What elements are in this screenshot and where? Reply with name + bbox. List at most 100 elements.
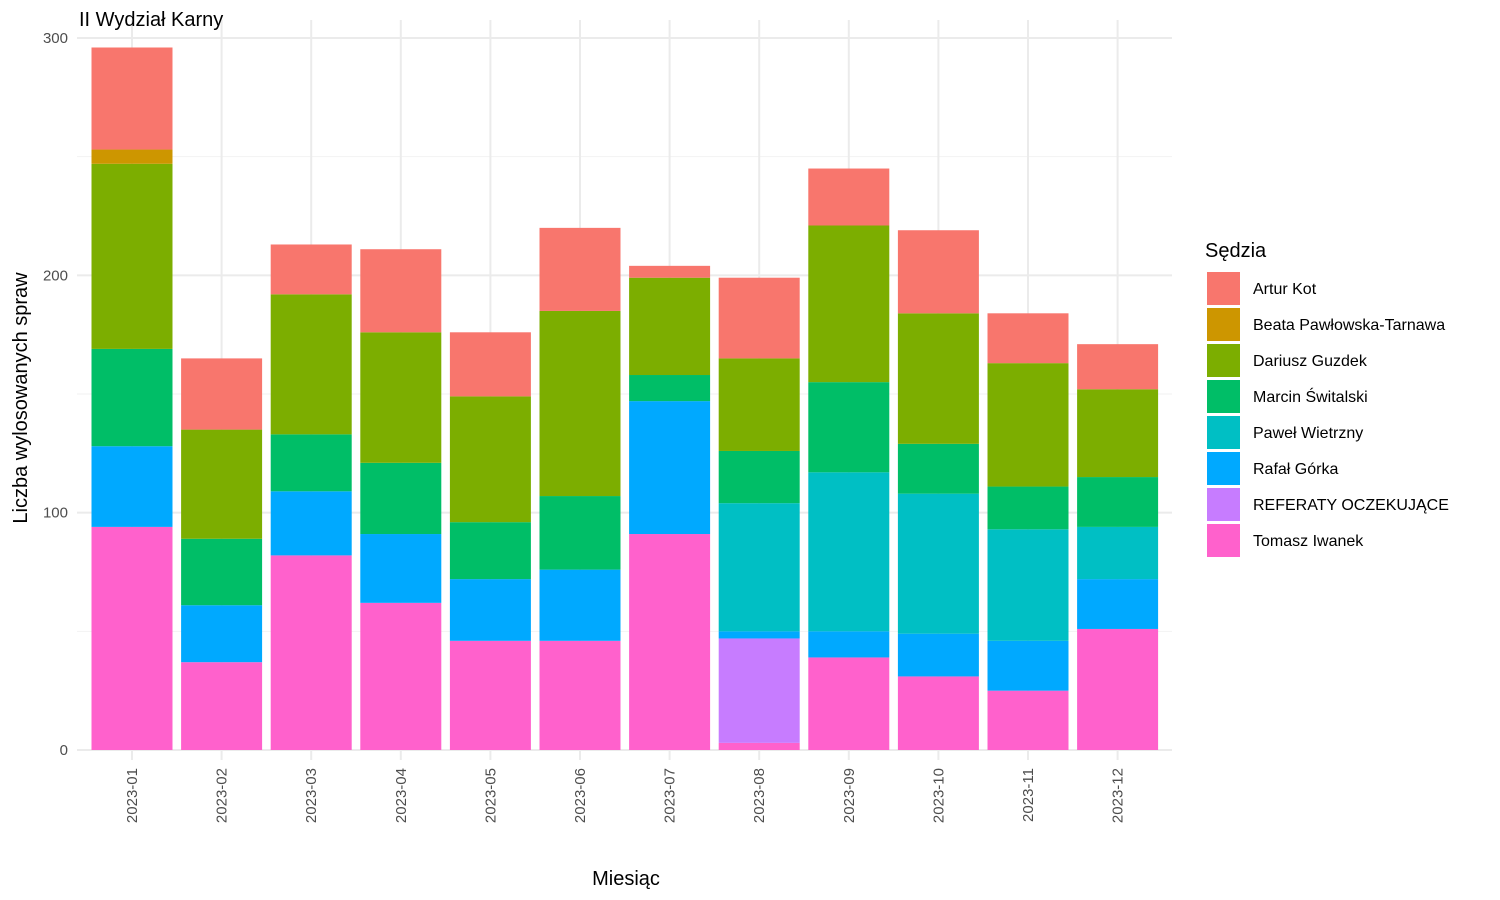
x-axis-ticks: 2023-01 2023-02 2023-03 2023-04 2023-05 2023-… [124, 768, 1127, 823]
bar-segment [181, 429, 263, 539]
legend-label: Dariusz Guzdek [1253, 353, 1368, 370]
bar-segment [270, 294, 352, 435]
bar-segment [987, 640, 1069, 691]
bar-segment [987, 529, 1069, 641]
legend-label: Rafał Górka [1253, 461, 1338, 478]
chart-title: II Wydział Karny [79, 9, 223, 31]
bar-segment [449, 579, 531, 641]
bar-segment [270, 434, 352, 492]
legend-label: Tomasz Iwanek [1253, 533, 1364, 550]
bar-segment [270, 555, 352, 750]
x-tick-label: 2023-01 [124, 768, 141, 823]
bar-segment [1077, 477, 1159, 527]
bar-segment [897, 313, 979, 444]
bar-segment [808, 382, 890, 473]
x-tick-label: 2023-06 [572, 768, 589, 823]
bar-segment [1077, 389, 1159, 478]
legend-swatch [1207, 524, 1240, 557]
y-tick-label: 200 [43, 267, 68, 284]
bar-segment [539, 569, 621, 641]
legend-swatch [1207, 488, 1240, 521]
x-tick-label: 2023-03 [303, 768, 320, 823]
bar-segment [897, 493, 979, 634]
x-tick-label: 2023-12 [1110, 768, 1127, 823]
bar-segment [91, 526, 173, 750]
y-axis-title: Liczba wylosowanych spraw [10, 272, 32, 524]
x-tick-label: 2023-10 [930, 768, 947, 823]
bar-segment [808, 168, 890, 226]
bar-segment [1077, 526, 1159, 580]
bar-segment [718, 631, 800, 639]
bar-segment [718, 503, 800, 632]
bar-segment [808, 225, 890, 383]
bar-segment [987, 486, 1069, 530]
x-tick-label: 2023-11 [1020, 768, 1037, 822]
bar-segment [360, 602, 442, 750]
bar-segment [449, 640, 531, 750]
bar-segment [718, 638, 800, 743]
bar-segment [987, 690, 1069, 750]
bar-segment [897, 633, 979, 677]
bar-segment [449, 396, 531, 523]
legend-label: REFERATY OCZEKUJĄCE [1253, 497, 1449, 514]
bar-segment [718, 450, 800, 504]
bar-segment [539, 496, 621, 570]
bar-segment [449, 522, 531, 580]
y-tick-label: 100 [43, 505, 68, 522]
bar-segment [629, 375, 711, 402]
legend-label: Marcin Świtalski [1253, 387, 1368, 406]
bar-segment [360, 462, 442, 535]
legend: Sędzia Artur Kot Beata Pawłowska-Tarnawa D… [1205, 240, 1449, 557]
bar-segment [808, 631, 890, 658]
x-axis-title: Miesiąc [592, 868, 660, 890]
legend-swatch [1207, 344, 1240, 377]
y-axis-ticks: 0 100 200 300 [43, 30, 68, 759]
bar-segment [987, 313, 1069, 364]
legend-title: Sędzia [1205, 240, 1267, 262]
legend-swatch [1207, 272, 1240, 305]
bars [91, 47, 1159, 750]
x-tick-label: 2023-05 [482, 768, 499, 823]
bar-segment [91, 348, 173, 447]
bar-segment [91, 446, 173, 527]
legend-label: Artur Kot [1253, 281, 1317, 298]
x-tick-label: 2023-04 [393, 768, 410, 823]
bar-segment [808, 472, 890, 632]
bar-segment [718, 358, 800, 451]
bar-segment [360, 249, 442, 333]
bar-segment [629, 401, 711, 535]
bar-segment [1077, 344, 1159, 390]
x-tick-label: 2023-09 [841, 768, 858, 823]
legend-swatch [1207, 308, 1240, 341]
bar-segment [181, 538, 263, 606]
bar-segment [987, 363, 1069, 487]
x-tick-label: 2023-02 [214, 768, 231, 823]
legend-swatch [1207, 452, 1240, 485]
bar-segment [629, 534, 711, 750]
bar-segment [360, 534, 442, 603]
bar-segment [181, 358, 263, 430]
y-tick-label: 0 [60, 742, 68, 759]
x-tick-label: 2023-07 [662, 768, 679, 823]
bar-segment [629, 277, 711, 376]
bar-segment [539, 640, 621, 750]
bar-segment [808, 657, 890, 750]
bar-segment [1077, 628, 1159, 750]
bar-segment [718, 277, 800, 359]
bar-segment [718, 742, 800, 750]
bar-segment [539, 310, 621, 497]
bar-segment [360, 332, 442, 463]
y-tick-label: 300 [43, 30, 68, 47]
bar-segment [897, 443, 979, 494]
bar-segment [897, 230, 979, 314]
bar-segment [897, 676, 979, 750]
legend-label: Paweł Wietrzny [1253, 425, 1363, 442]
legend-swatch [1207, 380, 1240, 413]
x-tick-label: 2023-08 [751, 768, 768, 823]
bar-segment [181, 662, 263, 750]
bar-segment [449, 332, 531, 397]
bar-segment [539, 227, 621, 311]
bar-segment [91, 163, 173, 349]
legend-label: Beata Pawłowska-Tarnawa [1253, 317, 1445, 334]
